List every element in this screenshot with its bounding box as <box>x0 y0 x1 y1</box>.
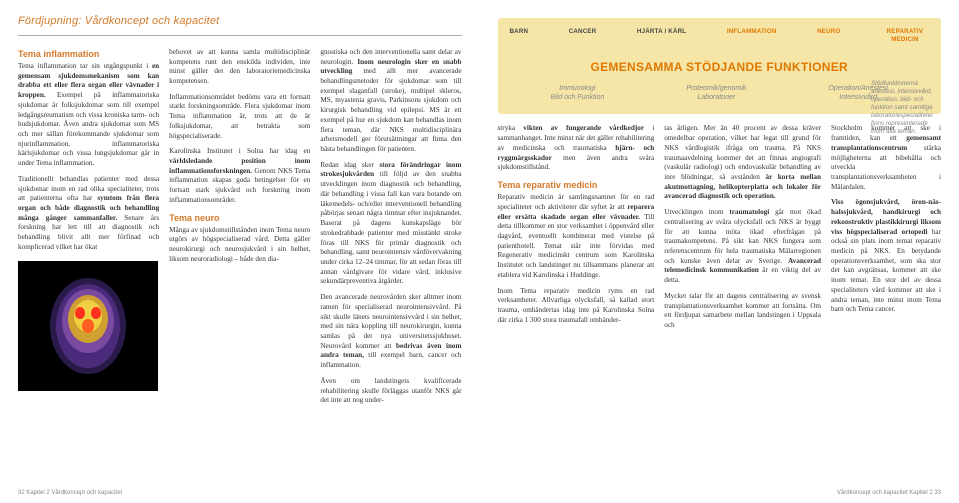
left-c2-p3: Karolinska Institutet i Solna har idag e… <box>169 147 310 205</box>
r-c1-p3: Inom Tema reparativ medicin ryms en rad … <box>498 287 655 326</box>
left-c2-p1: behovet av att kunna samla multidiscipli… <box>169 48 310 87</box>
left-c3-p1: gnostiska och den interventionella samt … <box>320 48 461 155</box>
right-page: BARN CANCER HJÄRTA / KÄRL INFLAMMATION N… <box>480 0 959 503</box>
text: Utvecklingen inom <box>664 208 729 216</box>
brain-scan-svg <box>38 271 138 381</box>
cat-cancer: CANCER <box>569 28 597 45</box>
left-page: Fördjupning: Vårdkoncept och kapacitet T… <box>0 0 480 503</box>
text: Tema inflammation tar sin utgångspunkt i <box>18 62 152 70</box>
header-rule <box>18 35 462 36</box>
left-c2-p2: Inflammationsområdet bedöms vara ett for… <box>169 93 310 142</box>
text: har också sin plats inom temat reparativ… <box>831 228 941 314</box>
gemensamma-title: GEMENSAMMA STÖDJANDE FUNKTIONER <box>510 59 930 75</box>
left-c3-p2: Redan idag sker stora förändringar inom … <box>320 161 461 287</box>
text: med allt mer avancerade behandlingsmetod… <box>320 67 461 153</box>
text: Karolinska Institutet i Solna har idag e… <box>169 147 310 155</box>
left-c1-p2: Traditionellt behandlas patienter med de… <box>18 175 159 253</box>
cat-reparativ: REPARATIV MEDICIN <box>881 28 929 45</box>
r-c2-p1: tas årligen. Mer än 40 procent av dessa … <box>664 124 821 202</box>
bold-text: traumatologi <box>729 208 769 216</box>
text: Redan idag sker <box>320 161 379 169</box>
footer-right: Vårdkoncept och kapacitet Kapitel 2 33 <box>837 489 941 497</box>
left-col-2: behovet av att kunna samla multidiscipli… <box>169 48 310 412</box>
left-columns: Tema inflammation Tema inflammation tar … <box>18 48 462 412</box>
r-c2-p3: Mycket talar för att dagens centraliseri… <box>664 292 821 331</box>
cat-neuro: NEURO <box>817 28 840 45</box>
right-columns: stryka vikten av fungerande vårdkedjor i… <box>498 124 942 336</box>
left-c1-p1: Tema inflammation tar sin utgångspunkt i… <box>18 62 159 169</box>
bold-text: Viss ögonsjukvård, öron-näs-halssjukvård… <box>831 198 941 235</box>
support-1: Immunologi Bild och Funktion <box>551 85 605 103</box>
text: till följd av den snabba utvecklingen in… <box>320 170 461 285</box>
page-header: Fördjupning: Vårdkoncept och kapacitet <box>18 14 462 29</box>
footer-left: 32 Kapitel 2 Vårdkoncept och kapacitet <box>18 489 122 497</box>
r-c3-p2: Viss ögonsjukvård, öron-näs-halssjukvård… <box>831 198 941 315</box>
sidebar-note: Stödfunktionerna anestesi, intensivvård,… <box>871 80 941 136</box>
support-2: Proteomik/genomik Laboratorier <box>686 85 746 103</box>
text: Till detta tillkommer en stor verksamhet… <box>498 213 655 279</box>
cat-barn: BARN <box>510 28 529 45</box>
cat-hjarta: HJÄRTA / KÄRL <box>637 28 686 45</box>
right-col-1: stryka vikten av fungerande vårdkedjor i… <box>498 124 655 336</box>
right-col-3: Stockholm kommer att ske i framtiden, ka… <box>831 124 941 336</box>
left-c3-p3: Den avancerade neurovården sker alltmer … <box>320 293 461 371</box>
left-col-1: Tema inflammation Tema inflammation tar … <box>18 48 159 412</box>
right-col-2: tas årligen. Mer än 40 procent av dessa … <box>664 124 821 336</box>
text: Exempel på inflammatoriska sjukdomar är … <box>18 91 159 167</box>
support-row: Immunologi Bild och Funktion Proteomik/g… <box>510 85 930 103</box>
tema-reparativ-heading: Tema reparativ medicin <box>498 179 655 191</box>
text: stryka <box>498 124 524 132</box>
tema-inflammation-heading: Tema inflammation <box>18 48 159 60</box>
cat-inflammation: INFLAMMATION <box>727 28 777 45</box>
r-c2-p2: Utvecklingen inom traumatologi går mot ö… <box>664 208 821 286</box>
bold-text: vikten av fungerande vårdkedjor <box>523 124 644 132</box>
category-row: BARN CANCER HJÄRTA / KÄRL INFLAMMATION N… <box>510 28 930 45</box>
left-col-3: gnostiska och den interventionella samt … <box>320 48 461 412</box>
r-c1-p2: Reparativ medicin är samlingsnamnet för … <box>498 193 655 280</box>
left-c3-p4: Även om landstingets kvalificerade rehab… <box>320 377 461 406</box>
left-c2-p4: Många av sjukdomstillstånden inom Tema n… <box>169 226 310 265</box>
tema-neuro-heading: Tema neuro <box>169 212 310 224</box>
r-c1-p1: stryka vikten av fungerande vårdkedjor i… <box>498 124 655 173</box>
brain-scan-image <box>18 261 158 391</box>
